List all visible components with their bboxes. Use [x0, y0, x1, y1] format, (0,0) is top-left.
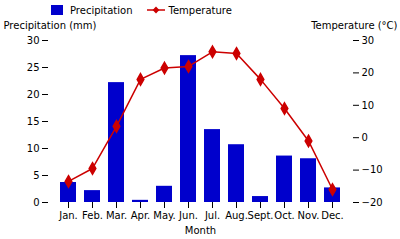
- svg-text:−10: −10: [362, 164, 383, 175]
- svg-text:Aug.: Aug.: [225, 210, 248, 221]
- svg-text:25: 25: [27, 62, 40, 73]
- svg-text:10: 10: [362, 100, 375, 111]
- svg-text:Month: Month: [185, 225, 216, 236]
- svg-text:20: 20: [27, 89, 40, 100]
- svg-text:Jun.: Jun.: [178, 210, 198, 221]
- svg-text:Precipitation (mm): Precipitation (mm): [4, 20, 97, 31]
- svg-text:Nov.: Nov.: [298, 210, 320, 221]
- html-text:Temperature: Temperature: [168, 4, 232, 16]
- svg-text:Oct.: Oct.: [274, 210, 294, 221]
- html-text:Precipitation: Precipitation: [70, 4, 133, 16]
- svg-text:Mar.: Mar.: [106, 210, 127, 221]
- svg-text:0: 0: [33, 197, 39, 208]
- svg-text:15: 15: [27, 116, 40, 127]
- svg-text:−20: −20: [362, 197, 383, 208]
- svg-text:10: 10: [27, 143, 40, 154]
- svg-text:Sept.: Sept.: [248, 210, 274, 221]
- svg-text:Jul.: Jul.: [204, 210, 220, 221]
- svg-text:Feb.: Feb.: [82, 210, 103, 221]
- svg-text:Temperature (°C): Temperature (°C): [310, 20, 397, 31]
- svg-text:5: 5: [33, 170, 39, 181]
- svg-text:Dec.: Dec.: [321, 210, 344, 221]
- svg-text:Apr.: Apr.: [131, 210, 151, 221]
- svg-text:Jan.: Jan.: [58, 210, 78, 221]
- svg-text:May.: May.: [153, 210, 175, 221]
- svg-text:30: 30: [27, 35, 40, 46]
- svg-text:20: 20: [362, 67, 375, 78]
- svg-text:30: 30: [362, 35, 375, 46]
- svg-text:0: 0: [362, 132, 368, 143]
